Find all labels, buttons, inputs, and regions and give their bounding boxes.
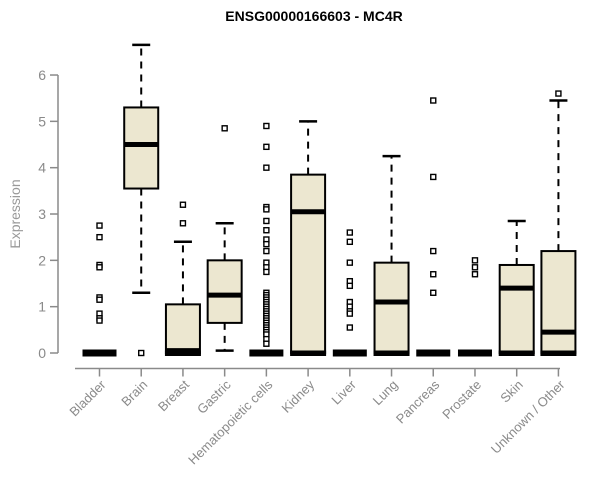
zero-floor (540, 350, 577, 356)
y-axis-title: Expression (7, 179, 23, 248)
box-lung (373, 154, 410, 356)
iqr-box (206, 259, 243, 324)
outlier-point (96, 296, 103, 303)
outlier-point (263, 227, 270, 234)
x-tick-label: Kidney (279, 377, 318, 416)
box-gastric (206, 125, 243, 352)
outlier-point (96, 317, 103, 324)
outlier-point (346, 229, 354, 236)
x-tick-label: Brain (118, 377, 150, 409)
box-hematopoietic-cells (249, 122, 284, 357)
box-prostate (457, 257, 492, 357)
y-tick-label: 3 (38, 206, 46, 222)
y-tick-label: 0 (38, 345, 46, 361)
collapsed-box (332, 349, 367, 357)
outlier-point (263, 206, 270, 213)
outlier-point (179, 220, 187, 227)
y-tick-label: 4 (38, 160, 46, 176)
y-tick-label: 6 (38, 67, 46, 83)
x-tick-label: Liver (328, 377, 359, 408)
collapsed-box (416, 349, 451, 357)
y-tick-label: 1 (38, 299, 46, 315)
box-brain (123, 43, 160, 357)
outlier-point (430, 97, 437, 104)
outlier-point (263, 268, 270, 276)
x-tick-label: Breast (155, 377, 192, 414)
outlier-point (179, 201, 187, 208)
outlier-point (346, 259, 354, 266)
x-tick-label: Prostate (439, 377, 484, 422)
box-unknown-other (540, 90, 577, 356)
box-pancreas (416, 97, 451, 357)
iqr-box (498, 263, 535, 354)
outlier-point (555, 90, 562, 97)
outlier-point (346, 238, 354, 246)
outlier-point (138, 349, 145, 357)
zero-floor (498, 350, 535, 356)
outlier-point (263, 122, 270, 130)
iqr-box (123, 106, 160, 190)
outlier-point (263, 247, 270, 255)
outlier-point (471, 257, 479, 264)
outlier-point (430, 247, 437, 255)
outlier-point (263, 164, 270, 171)
outlier-point (430, 289, 437, 296)
x-tick-label: Unknown / Other (488, 377, 568, 457)
outlier-point (263, 217, 270, 225)
x-tick-label: Gastric (194, 377, 234, 417)
collapsed-box (82, 349, 117, 357)
box-bladder (82, 222, 117, 357)
iqr-box (373, 261, 410, 354)
outlier-point (346, 324, 354, 331)
x-tick-label: Bladder (66, 377, 109, 420)
outlier-point (346, 282, 354, 290)
zero-floor (164, 350, 201, 356)
iqr-box (164, 303, 201, 354)
x-tick-label: Pancreas (393, 377, 443, 427)
outlier-point (96, 222, 103, 229)
outlier-point (96, 233, 103, 241)
outlier-point (263, 143, 270, 151)
outlier-point (430, 173, 437, 181)
x-tick-label: Lung (370, 377, 401, 408)
outlier-point (221, 125, 228, 132)
outlier-point (471, 271, 479, 278)
y-tick-label: 5 (38, 113, 46, 129)
collapsed-box (457, 349, 492, 357)
collapsed-box (249, 349, 284, 357)
outlier-point (346, 310, 354, 317)
outlier-point (263, 340, 270, 347)
x-tick-label: Skin (497, 377, 525, 405)
outlier-point (430, 271, 437, 278)
box-liver (332, 229, 367, 357)
box-skin (498, 219, 535, 356)
outlier-point (263, 240, 270, 248)
zero-floor (373, 350, 410, 356)
outlier-point (471, 264, 479, 271)
y-tick-label: 2 (38, 252, 46, 268)
box-breast (164, 201, 201, 356)
iqr-box (290, 173, 327, 354)
zero-floor (290, 350, 327, 356)
chart-title: ENSG00000166603 - MC4R (225, 8, 403, 24)
outlier-point (96, 264, 103, 271)
iqr-box (540, 250, 577, 355)
box-kidney (290, 120, 327, 356)
